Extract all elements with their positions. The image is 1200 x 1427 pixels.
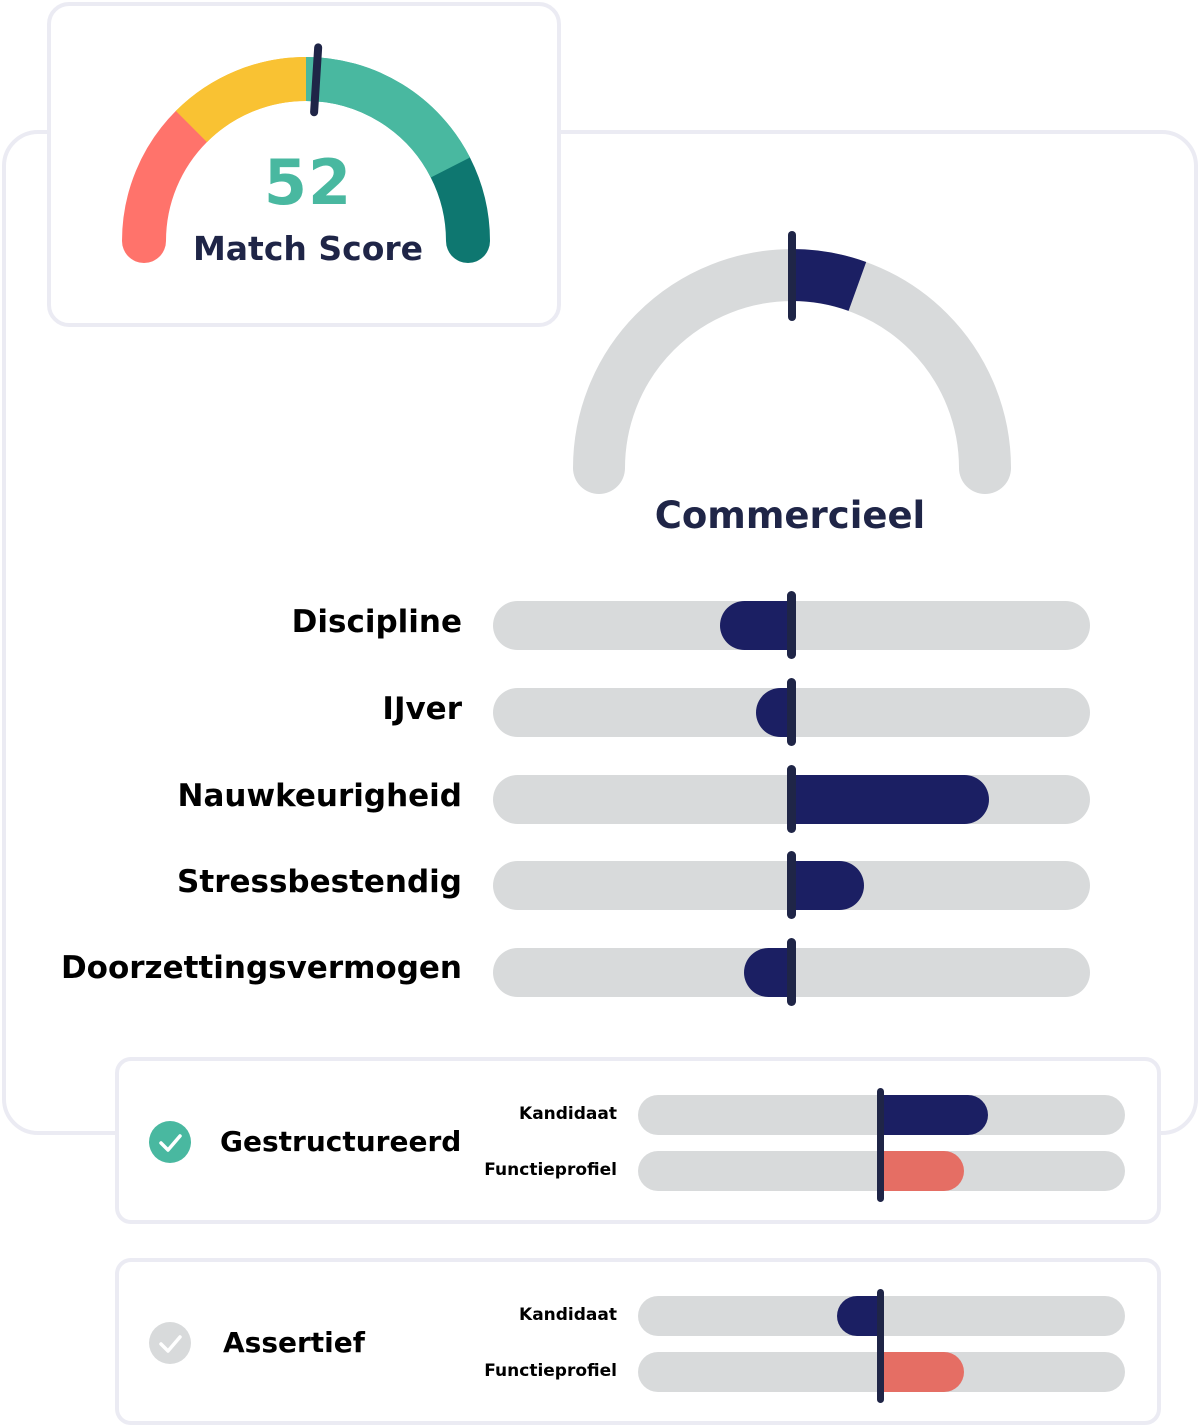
trait-card-assertief: Assertief Kandidaat Functieprofiel — [115, 1258, 1161, 1425]
candidate-label: Kandidaat — [519, 1104, 617, 1124]
trait-bar-fill — [720, 601, 792, 650]
trait-marker-stressbestendig — [787, 851, 796, 919]
trait-label-nauwkeurigheid: Nauwkeurigheid — [177, 778, 462, 814]
match-score-card: 52 Match Score — [47, 2, 561, 327]
trait-marker-ijver — [787, 678, 796, 746]
trait-bar-fill — [792, 775, 989, 824]
trait-label-ijver: IJver — [382, 691, 462, 727]
trait-card-title: Gestructureerd — [220, 1125, 462, 1158]
trait-card-gestructureerd: Gestructureerd Kandidaat Functieprofiel — [115, 1057, 1161, 1224]
match-score-value: 52 — [263, 146, 353, 219]
candidate-bar-fill — [837, 1296, 881, 1336]
gauge-segment-medium — [175, 57, 307, 143]
center-marker — [877, 1289, 884, 1403]
job-profile-bar-fill — [881, 1352, 964, 1392]
category-title: Commercieel — [654, 494, 926, 537]
gauge-segment-low — [122, 104, 214, 263]
gauge-segment-excellent — [428, 145, 490, 263]
candidate-label: Kandidaat — [519, 1305, 617, 1325]
trait-marker-nauwkeurigheid — [787, 765, 796, 833]
trait-bar-fill — [744, 948, 792, 997]
category-gauge — [573, 231, 1011, 494]
trait-label-discipline: Discipline — [291, 604, 462, 640]
trait-label-stressbestendig: Stressbestendig — [177, 864, 462, 900]
job-profile-label: Functieprofiel — [484, 1361, 617, 1381]
trait-card-title: Assertief — [223, 1326, 365, 1359]
gauge-segment-good — [305, 57, 470, 178]
trait-marker-doorzettingsvermogen — [787, 938, 796, 1006]
gauge-fill — [791, 249, 867, 312]
job-profile-bar-fill — [881, 1151, 964, 1191]
check-icon — [149, 1121, 191, 1163]
match-score-gauge — [122, 43, 490, 263]
trait-marker-discipline — [787, 591, 796, 659]
candidate-bar-fill — [881, 1095, 988, 1135]
job-profile-label: Functieprofiel — [484, 1160, 617, 1180]
trait-label-doorzettingsvermogen: Doorzettingsvermogen — [60, 950, 462, 986]
match-score-label: Match Score — [192, 229, 424, 268]
score-needle — [310, 43, 323, 117]
trait-bar-fill — [756, 688, 792, 737]
trait-bar-fill — [792, 861, 864, 910]
center-marker — [877, 1088, 884, 1202]
check-icon — [149, 1322, 191, 1364]
